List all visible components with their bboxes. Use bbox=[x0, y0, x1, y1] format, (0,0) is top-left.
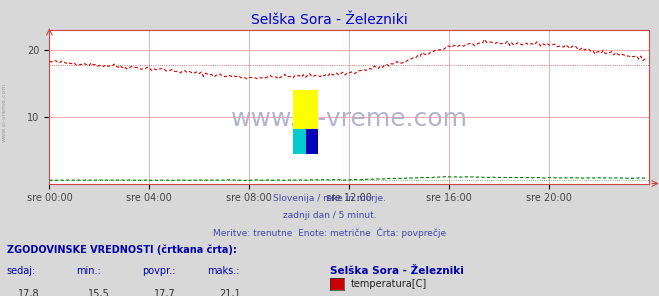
Text: 17,7: 17,7 bbox=[154, 289, 175, 296]
Text: 21,1: 21,1 bbox=[219, 289, 241, 296]
Text: sedaj:: sedaj: bbox=[7, 266, 36, 276]
Text: Selška Sora - Železniki: Selška Sora - Železniki bbox=[330, 266, 463, 276]
Text: zadnji dan / 5 minut.: zadnji dan / 5 minut. bbox=[283, 211, 376, 220]
Text: www.si-vreme.com: www.si-vreme.com bbox=[231, 107, 468, 131]
Text: 15,5: 15,5 bbox=[88, 289, 109, 296]
Text: ZGODOVINSKE VREDNOSTI (črtkana črta):: ZGODOVINSKE VREDNOSTI (črtkana črta): bbox=[7, 244, 237, 255]
Text: www.si-vreme.com: www.si-vreme.com bbox=[2, 83, 7, 142]
Text: min.:: min.: bbox=[76, 266, 101, 276]
Text: Selška Sora - Železniki: Selška Sora - Železniki bbox=[251, 13, 408, 27]
Text: temperatura[C]: temperatura[C] bbox=[351, 279, 427, 289]
Text: povpr.:: povpr.: bbox=[142, 266, 175, 276]
Text: Slovenija / reke in morje.: Slovenija / reke in morje. bbox=[273, 194, 386, 203]
Text: 17,8: 17,8 bbox=[18, 289, 40, 296]
Text: Meritve: trenutne  Enote: metrične  Črta: povprečje: Meritve: trenutne Enote: metrične Črta: … bbox=[213, 228, 446, 238]
Text: maks.:: maks.: bbox=[208, 266, 240, 276]
